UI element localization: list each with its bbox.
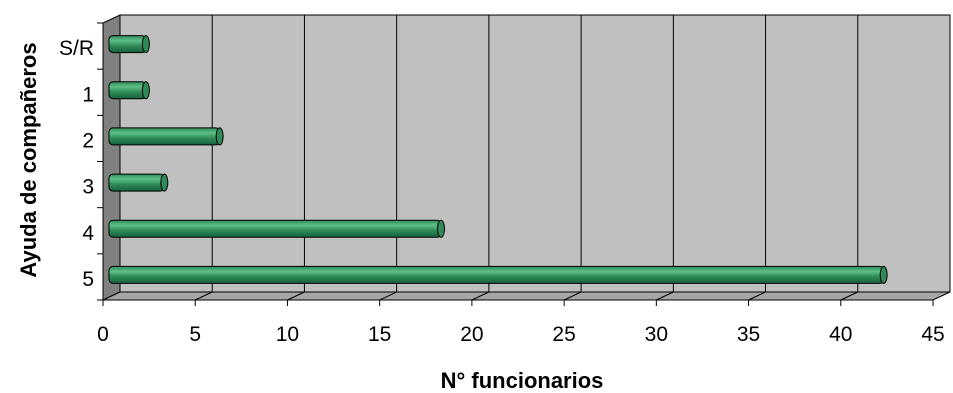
bar-end-cap [141, 35, 150, 54]
y-tick-label: 2 [82, 129, 94, 152]
y-tick-label: 1 [82, 83, 94, 106]
bar-end-cap [879, 265, 888, 284]
bar [108, 127, 221, 146]
floor-gridline [656, 291, 674, 301]
x-tick-label: 5 [189, 323, 201, 346]
x-tick-label: 25 [552, 323, 575, 346]
floor-gridline [563, 291, 582, 301]
plot-floor [102, 291, 951, 301]
x-tick-label: 20 [460, 323, 483, 346]
floor-gridline [748, 291, 766, 301]
y-tick-label: 5 [82, 268, 94, 291]
floor-gridline [287, 291, 305, 301]
x-axis-ticks: 0 5 10 15 20 25 30 35 40 45 [97, 300, 945, 346]
y-axis-ticks: S/R 1 2 3 4 5 [59, 22, 103, 301]
bar [108, 81, 147, 100]
y-tick-label: S/R [59, 37, 94, 60]
x-tick-label: 45 [921, 323, 944, 346]
bar-end-cap [141, 81, 150, 100]
plot-side-wall [102, 14, 121, 301]
x-tick-label: 15 [368, 323, 391, 346]
bars [108, 35, 888, 284]
y-tick-label: 3 [82, 176, 94, 199]
y-axis-title: Ayuda de compañeros [16, 42, 41, 277]
bar-end-cap [215, 127, 224, 146]
x-tick-label: 40 [829, 323, 852, 346]
y-tick-label: 4 [82, 222, 94, 245]
bar [108, 265, 885, 284]
x-tick-label: 35 [737, 323, 760, 346]
floor-gridline [195, 291, 213, 301]
gridlines [195, 15, 859, 301]
bar [108, 173, 165, 192]
x-tick-label: 0 [97, 323, 109, 346]
floor-gridline [379, 291, 397, 301]
x-tick-label: 10 [276, 323, 299, 346]
bar-end-cap [160, 173, 169, 192]
bar [108, 219, 442, 238]
floor-gridline [840, 291, 858, 301]
x-axis-title: N° funcionarios [441, 368, 604, 393]
x-tick-label: 30 [645, 323, 668, 346]
plot-back-wall [119, 14, 951, 293]
floor-gridline [471, 291, 490, 301]
bar [108, 35, 147, 54]
bar-end-cap [437, 219, 445, 238]
